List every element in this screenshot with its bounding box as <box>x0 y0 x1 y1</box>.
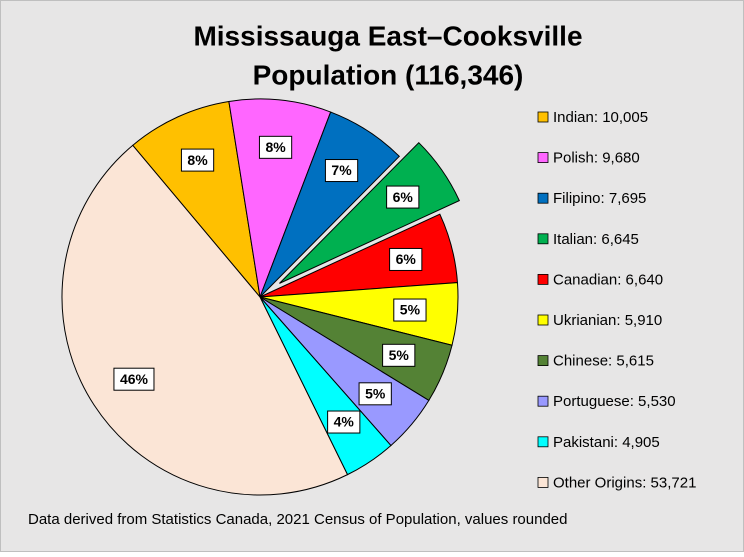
legend-label: Other Origins: 53,721 <box>553 474 696 491</box>
slice-label: 6% <box>389 247 423 271</box>
pie-slice <box>61 144 349 496</box>
label-box <box>386 185 420 209</box>
slice-value-label: 5% <box>389 347 410 363</box>
slice-label: 7% <box>324 159 359 183</box>
slice-value-label: 8% <box>187 152 208 168</box>
legend-label: Canadian: 6,640 <box>553 271 663 288</box>
legend-swatch <box>537 111 549 123</box>
slice-label: 6% <box>386 185 420 209</box>
legend-label: Chinese: 5,615 <box>553 353 654 370</box>
legend-swatch <box>537 395 549 407</box>
slice-value-label: 46% <box>120 371 149 387</box>
slice-value-label: 5% <box>365 386 386 402</box>
pie-slice <box>259 111 401 298</box>
slice-value-label: 6% <box>393 189 414 205</box>
slice-value-label: 5% <box>400 302 421 318</box>
chart-title: Population (116,346) <box>253 59 524 90</box>
legend-label: Portuguese: 5,530 <box>553 393 676 410</box>
slice-value-label: 8% <box>265 139 286 155</box>
label-box <box>393 298 427 322</box>
legend-label: Pakistani: 4,905 <box>553 434 660 451</box>
legend: Indian: 10,005 Polish: 9,680 Filipino: 7,6… <box>537 109 696 491</box>
legend-swatch <box>537 273 549 285</box>
slice-label: 46% <box>113 367 155 391</box>
slice-label: 8% <box>258 135 293 159</box>
slice-value-label: 6% <box>396 251 417 267</box>
legend-swatch <box>537 476 549 488</box>
slice-value-label: 4% <box>334 414 355 430</box>
label-box <box>389 247 423 271</box>
legend-label: Ukrianian: 5,910 <box>553 312 662 329</box>
label-box <box>382 343 416 367</box>
legend-label: Polish: 9,680 <box>553 150 640 167</box>
footnote: Data derived from Statistics Canada, 202… <box>28 511 568 528</box>
legend-swatch <box>537 192 549 204</box>
label-box <box>358 382 392 406</box>
pie-slice <box>132 100 261 299</box>
legend-swatch <box>537 233 549 245</box>
slice-label: 4% <box>327 410 361 434</box>
legend-swatch <box>537 314 549 326</box>
pie-slice <box>279 141 460 284</box>
legend-label: Filipino: 7,695 <box>553 190 646 207</box>
chart-title: Mississauga East–Cooksville <box>193 20 582 51</box>
slice-label: 5% <box>358 382 392 406</box>
label-box <box>327 410 361 434</box>
pie-slice <box>228 98 332 299</box>
label-box <box>324 159 359 183</box>
label-box <box>180 148 215 172</box>
slice-label: 5% <box>393 298 427 322</box>
label-box <box>113 367 155 391</box>
legend-swatch <box>537 436 549 448</box>
slice-label: 8% <box>180 148 215 172</box>
legend-swatch <box>537 355 549 367</box>
pie: 8% 8% 7% 6% 6% 5% 5% 5% 4% 46% <box>61 98 460 496</box>
slice-value-label: 7% <box>331 162 352 178</box>
legend-label: Indian: 10,005 <box>553 109 648 126</box>
legend-label: Italian: 6,645 <box>553 231 639 248</box>
slice-label: 5% <box>382 343 416 367</box>
legend-swatch <box>537 152 549 164</box>
label-box <box>258 135 293 159</box>
